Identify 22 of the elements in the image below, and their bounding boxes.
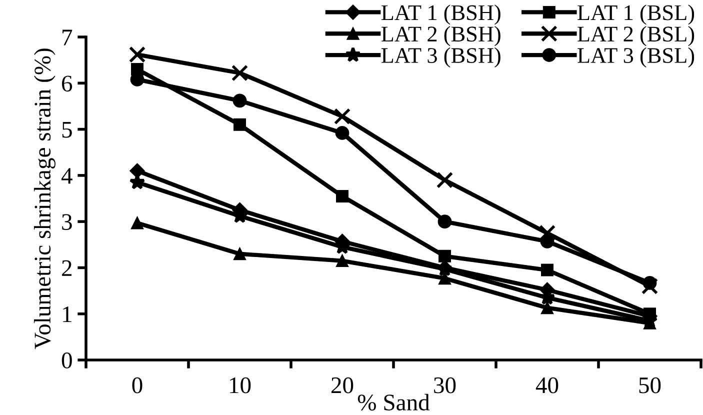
y-tick-label: 2: [62, 260, 72, 276]
x-tick-label: 0: [132, 377, 142, 394]
y-tick-label: 4: [61, 168, 72, 184]
x-axis-title: % Sand: [358, 394, 430, 411]
x-tick-label: 50: [639, 377, 661, 394]
x-tick-label: 20: [331, 377, 354, 394]
legend-label: LAT 1 (BSL): [578, 4, 694, 25]
legend-label: LAT 3 (BSL): [578, 47, 694, 68]
legend-label: LAT 1 (BSH): [381, 4, 500, 25]
legend-label: LAT 2 (BSL): [578, 26, 694, 46]
y-tick-label: 0: [62, 352, 72, 368]
legend-label: LAT 2 (BSH): [381, 26, 500, 46]
y-tick-label: 5: [62, 122, 72, 138]
y-tick-label: 1: [63, 306, 72, 322]
y-tick-label: 6: [62, 76, 72, 92]
y-axis-title: Volumetric shrinkage strain (%): [34, 48, 56, 350]
y-tick-label: 7: [62, 30, 72, 46]
x-tick-label: 40: [536, 377, 558, 394]
legend-label: LAT 3 (BSH): [381, 47, 500, 68]
x-tick-label: 10: [230, 377, 251, 394]
x-tick-label: 30: [434, 377, 456, 394]
y-tick-label: 3: [62, 214, 72, 230]
